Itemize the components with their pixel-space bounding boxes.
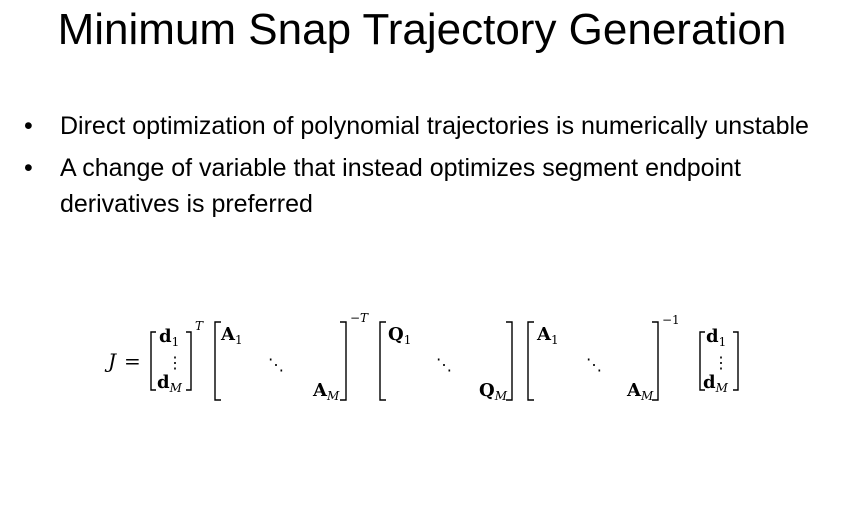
bullet-marker: • [24, 154, 33, 182]
vector-entry: d1 [159, 326, 179, 349]
bullet-item: • Direct optimization of polynomial traj… [24, 108, 824, 144]
bracket-right [652, 321, 659, 401]
bullet-text: Direct optimization of polynomial trajec… [60, 112, 809, 140]
bracket-right [186, 331, 192, 391]
bracket-left [699, 331, 705, 391]
slide-title: Minimum Snap Trajectory Generation [57, 5, 787, 54]
bullet-text: A change of variable that instead optimi… [60, 154, 741, 218]
vector-entry: d1 [706, 326, 726, 349]
matrix-entry: QM [479, 380, 508, 403]
bullet-marker: • [24, 112, 33, 140]
inverse-transpose-superscript: −T [350, 311, 369, 325]
bracket-right [733, 331, 739, 391]
bracket-right [506, 321, 513, 401]
matrix-entry: Q1 [388, 324, 411, 347]
transpose-superscript: T [195, 319, 204, 333]
bracket-left [527, 321, 534, 401]
ddots-symbol: ⋱ [436, 355, 452, 374]
matrix-entry: A1 [536, 324, 559, 347]
bracket-left [379, 321, 386, 401]
bullet-list: • Direct optimization of polynomial traj… [24, 108, 824, 228]
matrix-entry: AM [312, 380, 340, 403]
matrix-entry: AM [626, 380, 654, 403]
ddots-symbol: ⋱ [586, 355, 602, 374]
bracket-left [214, 321, 221, 401]
vdots-symbol: ⋮ [713, 353, 729, 372]
bracket-left [150, 331, 156, 391]
vector-entry: dM [703, 372, 729, 395]
lhs-symbol: J [104, 349, 117, 373]
bullet-item: • A change of variable that instead opti… [24, 150, 824, 222]
ddots-symbol: ⋱ [268, 355, 284, 374]
cost-equation: J = d1 ⋮ dM T A1 ⋱ AM −T Q1 ⋱ QM A1 ⋱ AM… [0, 300, 844, 420]
matrix-entry: A1 [220, 324, 243, 347]
equation-svg: J = d1 ⋮ dM T A1 ⋱ AM −T Q1 ⋱ QM A1 ⋱ AM… [104, 311, 739, 403]
vector-entry: dM [157, 372, 183, 395]
bracket-right [340, 321, 347, 401]
vdots-symbol: ⋮ [167, 353, 183, 372]
equals-sign: = [124, 349, 141, 373]
inverse-superscript: −1 [662, 313, 680, 327]
